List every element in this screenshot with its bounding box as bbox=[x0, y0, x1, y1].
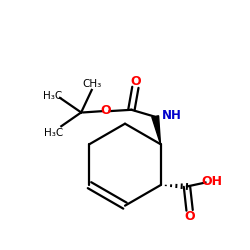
Text: H₃C: H₃C bbox=[43, 91, 62, 101]
Text: H₃C: H₃C bbox=[44, 128, 64, 138]
Polygon shape bbox=[152, 116, 160, 144]
Text: O: O bbox=[100, 104, 111, 117]
Text: CH₃: CH₃ bbox=[83, 78, 102, 88]
Text: O: O bbox=[184, 210, 195, 223]
Text: OH: OH bbox=[201, 175, 222, 188]
Text: O: O bbox=[130, 75, 141, 88]
Text: NH: NH bbox=[162, 108, 182, 122]
